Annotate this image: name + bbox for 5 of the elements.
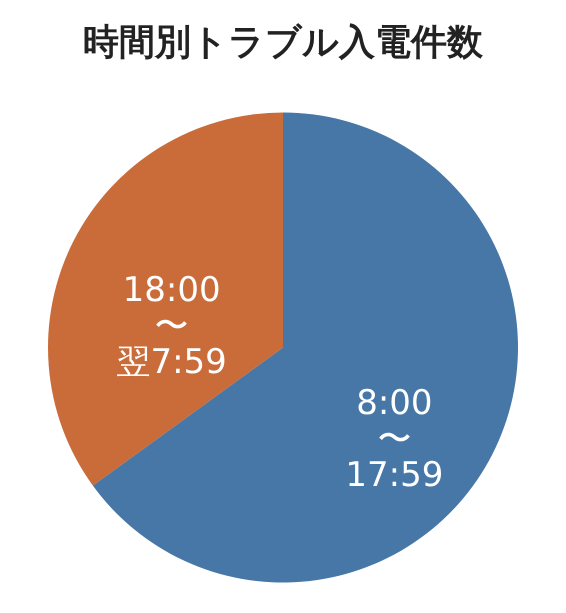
chart-title: 時間別トラブル入電件数 [83, 22, 484, 63]
slice-label: 18:00〜翌7:59 [116, 270, 227, 382]
pie-slice [92, 112, 518, 582]
slice-label: 8:00〜17:59 [345, 383, 444, 496]
pie-slice [48, 112, 283, 486]
